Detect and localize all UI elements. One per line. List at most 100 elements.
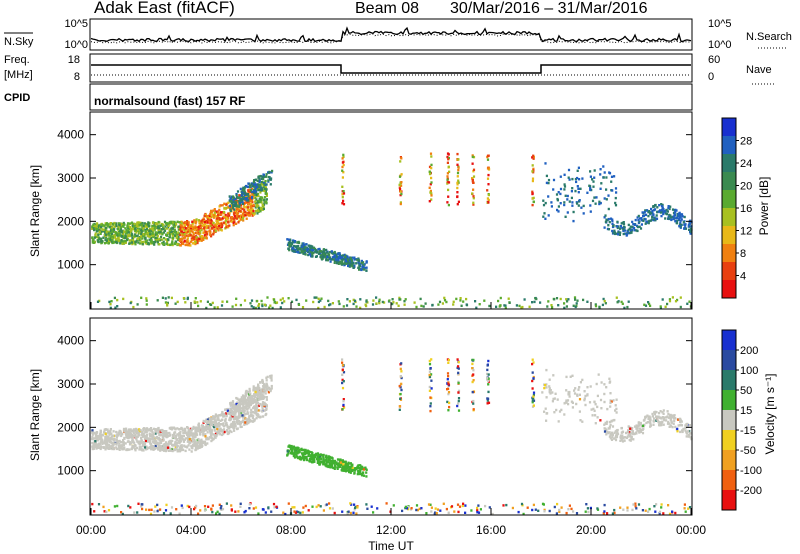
scatter-cell bbox=[352, 262, 355, 265]
scatter-cell bbox=[456, 191, 459, 194]
scatter-cell bbox=[300, 249, 303, 253]
scatter-cell bbox=[326, 464, 329, 467]
scatter-cell bbox=[677, 217, 680, 221]
scatter-cell bbox=[307, 247, 310, 251]
scatter-cell bbox=[251, 416, 254, 420]
scatter-cell bbox=[593, 176, 596, 179]
scatter-cell bbox=[176, 441, 179, 445]
scatter-cell bbox=[111, 235, 114, 239]
scatter-cell bbox=[186, 440, 189, 443]
colorbar-cell bbox=[722, 226, 736, 245]
scatter-cell bbox=[292, 445, 295, 448]
scatter-cell bbox=[95, 431, 98, 434]
scatter-cell bbox=[682, 220, 685, 224]
scatter-cell bbox=[675, 221, 678, 225]
scatter-cell bbox=[193, 300, 196, 303]
scatter-cell bbox=[198, 221, 201, 224]
scatter-cell bbox=[222, 424, 225, 427]
scatter-cell bbox=[648, 302, 651, 306]
scatter-cell bbox=[140, 441, 143, 444]
scatter-cell bbox=[447, 181, 451, 184]
scatter-cell bbox=[150, 445, 153, 448]
scatter-cell bbox=[209, 427, 212, 430]
scatter-cell bbox=[126, 436, 129, 439]
scatter-cell bbox=[156, 236, 159, 240]
scatter-cell bbox=[255, 195, 258, 198]
scatter-cell bbox=[190, 428, 193, 432]
scatter-cell bbox=[365, 304, 368, 308]
scatter-cell bbox=[668, 299, 672, 303]
scatter-cell bbox=[255, 393, 258, 397]
scatter-cell bbox=[392, 301, 395, 304]
scatter-cell bbox=[623, 436, 626, 439]
scatter-cell bbox=[262, 397, 265, 400]
scatter-cell bbox=[344, 468, 347, 471]
scatter-cell bbox=[115, 224, 118, 227]
scatter-cell bbox=[131, 238, 135, 242]
scatter-cell bbox=[678, 225, 681, 228]
scatter-cell bbox=[131, 236, 134, 240]
scatter-cell bbox=[680, 213, 684, 216]
scatter-cell bbox=[188, 242, 191, 245]
scatter-cell bbox=[662, 208, 665, 211]
scatter-cell bbox=[472, 181, 475, 184]
scatter-cell bbox=[140, 296, 143, 299]
scatter-cell bbox=[133, 233, 137, 236]
scatter-cell bbox=[122, 441, 125, 444]
scatter-cell bbox=[96, 239, 100, 242]
scatter-cell bbox=[686, 425, 689, 428]
scatter-cell bbox=[563, 201, 566, 204]
scatter-cell bbox=[574, 189, 577, 193]
scatter-cell bbox=[160, 229, 163, 232]
scatter-cell bbox=[204, 442, 207, 446]
scatter-cell bbox=[499, 296, 502, 300]
scatter-cell bbox=[148, 228, 151, 231]
scatter-cell bbox=[162, 447, 165, 451]
scatter-cell bbox=[230, 218, 233, 222]
scatter-cell bbox=[225, 203, 228, 206]
scatter-cell bbox=[206, 431, 209, 434]
scatter-cell bbox=[115, 438, 118, 441]
scatter-cell bbox=[160, 441, 163, 445]
scatter-cell bbox=[182, 438, 185, 441]
scatter-cell bbox=[260, 177, 263, 180]
scatter-cell bbox=[213, 229, 216, 232]
scatter-cell bbox=[622, 226, 626, 229]
scatter-cell bbox=[593, 169, 596, 172]
scatter-cell bbox=[330, 250, 333, 253]
scatter-cell bbox=[292, 244, 296, 248]
scatter-cell bbox=[663, 416, 666, 419]
scatter-cell bbox=[472, 201, 475, 204]
scatter-cell bbox=[317, 454, 320, 457]
colorbar-tick-label: 8 bbox=[740, 248, 746, 260]
scatter-cell bbox=[608, 220, 611, 224]
scatter-cell bbox=[602, 165, 605, 168]
scatter-cell bbox=[311, 255, 314, 258]
scatter-cell bbox=[429, 189, 432, 193]
scatter-cell bbox=[256, 183, 259, 186]
scatter-cell bbox=[183, 228, 186, 232]
scatter-cell bbox=[456, 171, 460, 175]
scatter-cell bbox=[128, 239, 131, 242]
scatter-cell bbox=[139, 446, 142, 449]
scatter-cell bbox=[239, 198, 242, 201]
noise-left-tick-bottom: 10^0 bbox=[64, 39, 88, 51]
scatter-cell bbox=[144, 428, 148, 432]
scatter-cell bbox=[428, 172, 432, 176]
scatter-cell bbox=[204, 236, 207, 240]
scatter-cell bbox=[189, 233, 192, 237]
scatter-cell bbox=[233, 217, 236, 220]
scatter-cell bbox=[599, 173, 602, 176]
scatter-cell bbox=[315, 296, 318, 299]
scatter-cell bbox=[249, 396, 253, 400]
scatter-cell bbox=[111, 230, 114, 233]
scatter-cell bbox=[629, 225, 632, 228]
scatter-cell bbox=[291, 448, 294, 451]
scatter-cell bbox=[352, 298, 355, 302]
scatter-cell bbox=[178, 221, 181, 224]
scatter-cell bbox=[129, 442, 132, 445]
scatter-cell bbox=[232, 198, 235, 202]
scatter-cell bbox=[164, 301, 167, 304]
scatter-cell bbox=[322, 455, 325, 458]
scatter-cell bbox=[577, 166, 580, 169]
